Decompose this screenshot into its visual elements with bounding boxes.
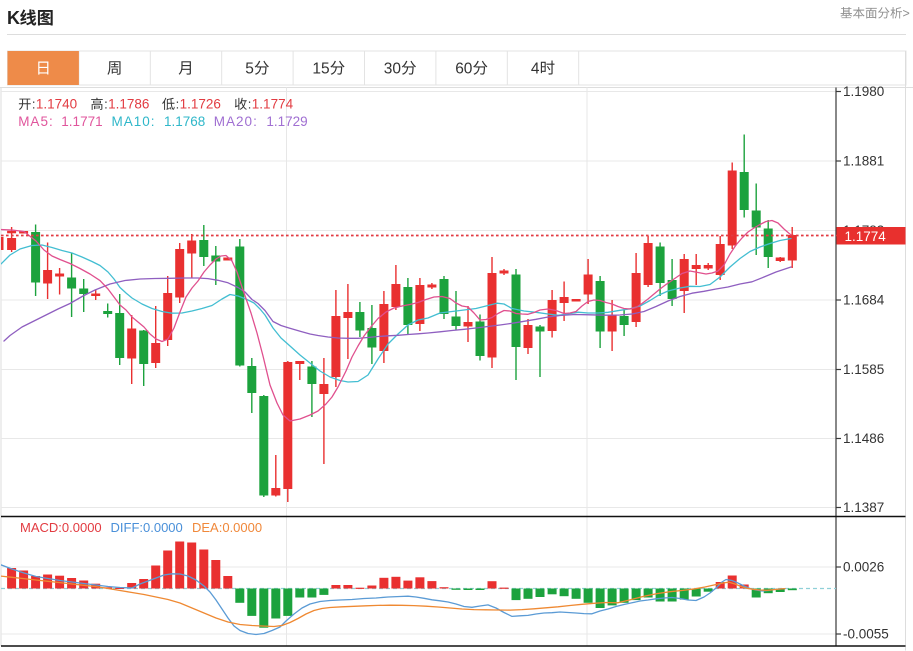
svg-text:1.1786: 1.1786: [108, 97, 149, 112]
svg-text:1.1740: 1.1740: [36, 97, 77, 112]
svg-text:-0.0055: -0.0055: [843, 627, 889, 642]
svg-text::: :: [32, 97, 36, 112]
svg-text:>: >: [903, 7, 910, 21]
svg-text::: :: [104, 97, 108, 112]
svg-text:60: 60: [455, 61, 473, 78]
svg-text:1.1726: 1.1726: [180, 97, 221, 112]
svg-text:1.1768: 1.1768: [164, 114, 205, 129]
svg-text:MA20:: MA20:: [214, 114, 258, 129]
svg-text:1.1684: 1.1684: [843, 293, 885, 308]
svg-text:1.1387: 1.1387: [843, 500, 884, 515]
svg-text:30: 30: [384, 61, 402, 78]
svg-text:1.1774: 1.1774: [845, 229, 887, 244]
svg-text:1.1729: 1.1729: [266, 114, 307, 129]
svg-text:0.0026: 0.0026: [843, 560, 884, 575]
svg-text:1.1771: 1.1771: [61, 114, 102, 129]
svg-text:4: 4: [531, 61, 540, 78]
svg-text:5: 5: [245, 61, 254, 78]
svg-text:1.1774: 1.1774: [252, 97, 294, 112]
svg-text:1.1881: 1.1881: [843, 154, 884, 169]
svg-text:15: 15: [312, 61, 329, 78]
svg-text:MA10:: MA10:: [112, 114, 156, 129]
svg-text:DIFF:0.0000: DIFF:0.0000: [111, 520, 183, 535]
svg-text::: :: [248, 97, 252, 112]
svg-text:MA5:: MA5:: [18, 114, 54, 129]
svg-text:MACD:0.0000: MACD:0.0000: [20, 520, 102, 535]
svg-text:K: K: [7, 8, 20, 28]
svg-text:DEA:0.0000: DEA:0.0000: [192, 520, 262, 535]
svg-text:1.1585: 1.1585: [843, 362, 884, 377]
svg-text:1.1486: 1.1486: [843, 431, 884, 446]
svg-text:1.1980: 1.1980: [843, 84, 884, 99]
svg-text::: :: [176, 97, 180, 112]
